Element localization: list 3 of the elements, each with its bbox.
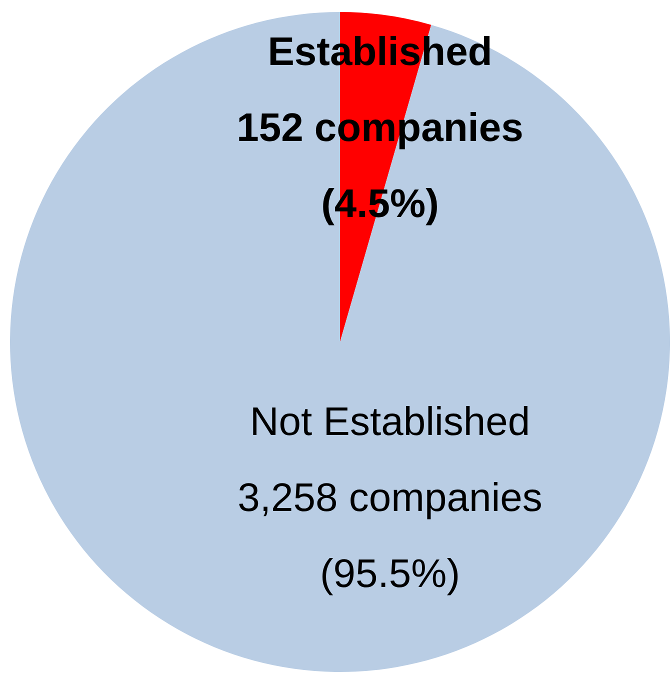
data-label: 3,258 companies (95.5%) xyxy=(238,476,542,596)
slice-label: Not Established xyxy=(250,400,530,444)
pie-slice xyxy=(10,12,670,672)
